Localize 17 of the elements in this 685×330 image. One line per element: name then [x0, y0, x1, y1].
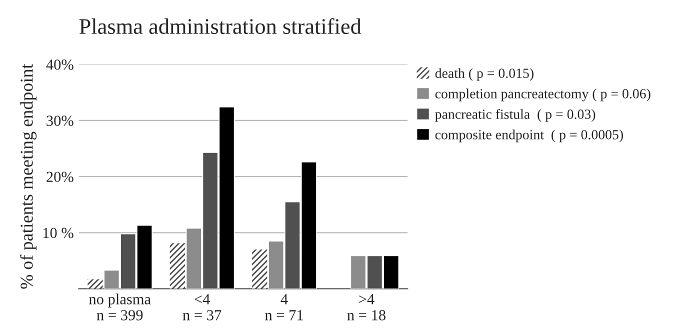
legend-label: composite endpoint ( p = 0.0005)	[435, 130, 623, 142]
x-tick-label: 4 n = 71	[265, 294, 303, 320]
x-tick-label: no plasma n = 399	[89, 294, 151, 320]
y-tick-label: 40%	[46, 59, 74, 70]
x-tick-label: >4 n = 18	[347, 294, 386, 320]
x-tick-label: <4 n = 37	[182, 294, 222, 320]
legend-label: death ( p = 0.015)	[435, 68, 534, 81]
legend-label: completion pancreatectomy ( p = 0.06)	[435, 88, 650, 102]
bar	[252, 249, 268, 289]
y-tick-label: 20%	[46, 172, 74, 182]
y-tick-label: 10 %	[43, 228, 74, 238]
y-tick-label: 30%	[46, 116, 74, 126]
legend-label: pancreatic fistula ( p = 0.03)	[435, 109, 596, 122]
chart-title: Plasma administration stratified	[79, 18, 362, 34]
bar	[88, 279, 103, 289]
bar	[170, 243, 185, 289]
y-axis-title: % of patients meeting endpoint	[20, 64, 37, 289]
